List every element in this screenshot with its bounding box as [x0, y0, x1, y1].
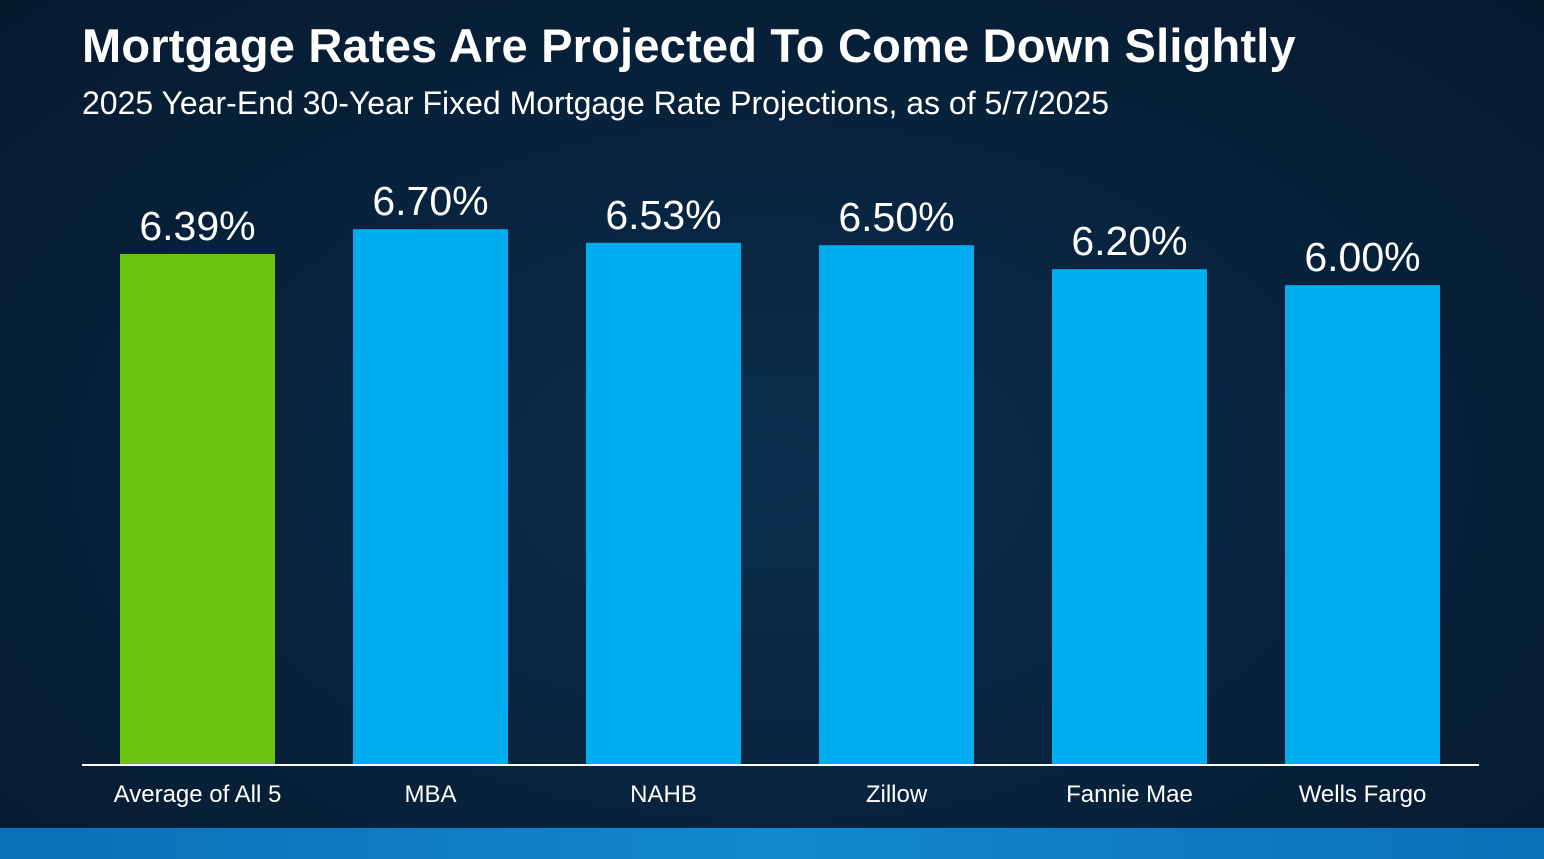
bottom-accent-stripe: [0, 828, 1544, 859]
data-label: 6.53%: [605, 192, 721, 238]
x-tick-label: Average of All 5: [114, 781, 282, 808]
chart-title: Mortgage Rates Are Projected To Come Dow…: [82, 19, 1296, 72]
bar-zillow: [819, 245, 974, 765]
x-tick-label: NAHB: [630, 781, 697, 808]
data-label: 6.39%: [139, 203, 255, 249]
data-label: 6.50%: [838, 194, 954, 240]
x-tick-label: Wells Fargo: [1299, 781, 1427, 808]
x-tick-label: Zillow: [866, 781, 928, 808]
data-label: 6.70%: [372, 178, 488, 224]
bar-fannie-mae: [1052, 269, 1207, 765]
data-label: 6.00%: [1304, 234, 1420, 280]
data-label: 6.20%: [1071, 218, 1187, 264]
bar-mba: [353, 229, 508, 765]
x-tick-label: Fannie Mae: [1066, 781, 1193, 808]
bar-wells-fargo: [1285, 285, 1440, 765]
bar-nahb: [586, 242, 741, 765]
chart-subtitle: 2025 Year-End 30-Year Fixed Mortgage Rat…: [82, 85, 1110, 121]
bar-average-of-all-5: [120, 253, 275, 766]
x-tick-label: MBA: [404, 781, 456, 808]
